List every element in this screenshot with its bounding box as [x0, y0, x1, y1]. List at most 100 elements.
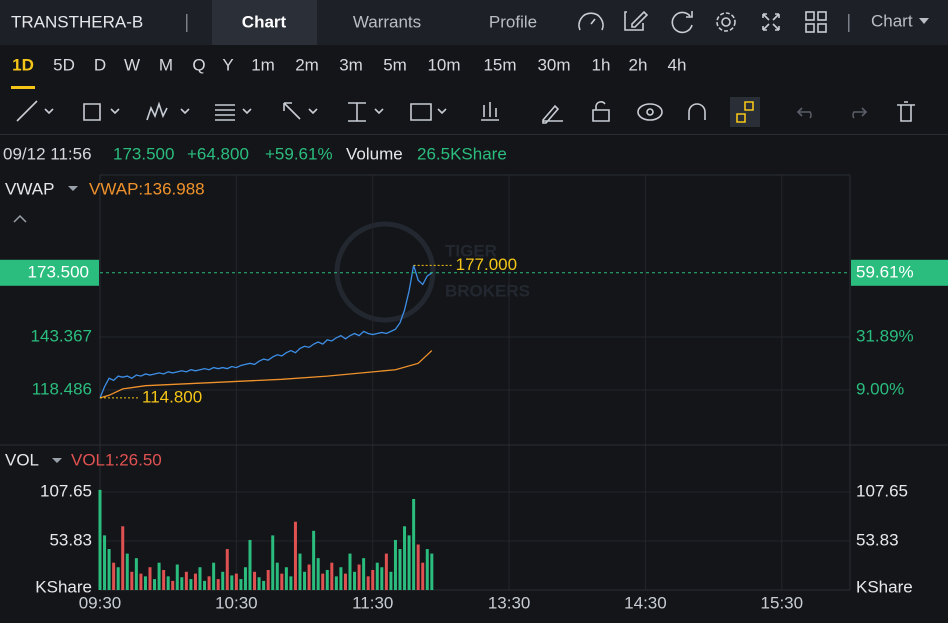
price-line: [99, 265, 433, 399]
volume-bar: [189, 579, 193, 590]
x-tick-label: 13:30: [488, 593, 531, 612]
volume-bar: [353, 571, 357, 590]
toolbar-icons[interactable]: [16, 10, 915, 124]
x-tick-label: 11:30: [352, 593, 393, 612]
timeframe[interactable]: 2h: [629, 55, 648, 74]
timeframe[interactable]: D: [94, 55, 106, 74]
volume-bar: [207, 576, 211, 590]
x-tick-label: 14:30: [624, 593, 667, 612]
dropdown-arrows[interactable]: [52, 186, 78, 463]
volume-bar: [130, 571, 134, 590]
timeframe[interactable]: Y: [222, 55, 233, 74]
y2-tick-label: 53.83: [856, 530, 899, 549]
timeframe[interactable]: 4h: [668, 55, 687, 74]
menu-arrow[interactable]: [919, 18, 929, 24]
volume-bar: [212, 562, 216, 590]
volume-bar: [112, 562, 116, 590]
timeframe[interactable]: 2m: [295, 55, 319, 74]
indicator-name: VOL: [5, 450, 39, 469]
volume-bar: [371, 569, 375, 590]
active-tab[interactable]: [212, 0, 317, 45]
divider: [0, 134, 948, 135]
volume-bar: [343, 573, 347, 590]
volume-bar: [121, 526, 125, 590]
volume-bar: [139, 573, 143, 590]
timeframe[interactable]: 15m: [483, 55, 516, 74]
annotation-label: 114.800: [142, 387, 202, 406]
volume-bar: [203, 580, 207, 590]
volume-bar: [221, 571, 225, 590]
volume-bar: [153, 579, 157, 590]
volume-bar: [280, 573, 284, 590]
timeframe[interactable]: Q: [192, 55, 205, 74]
volume-bar: [375, 562, 379, 590]
y2-tick-label: 9.00%: [856, 379, 904, 398]
volume-bar: [334, 576, 338, 590]
quote-change-pct: +59.61%: [265, 144, 333, 163]
volume-bar: [216, 579, 220, 590]
timeframe[interactable]: 1m: [251, 55, 275, 74]
volume-bar: [384, 553, 388, 590]
watermark-logo: [334, 221, 436, 323]
y-tick-label: 53.83: [49, 530, 92, 549]
tab[interactable]: Warrants: [353, 12, 421, 31]
volume-bar: [193, 573, 197, 590]
volume-bar: [162, 569, 166, 590]
link-icon[interactable]: [736, 101, 754, 123]
volume-bar: [116, 567, 120, 590]
timeframe[interactable]: M: [159, 55, 173, 74]
indicator-value: VOL1:26.50: [71, 450, 162, 469]
quote-time: 09/12 11:56: [3, 144, 92, 163]
timeframe[interactable]: 5D: [53, 55, 75, 74]
quote-volume: 26.5KShare: [417, 144, 507, 163]
volume-bar: [275, 562, 279, 590]
volume-bar: [348, 553, 352, 590]
volume-bar: [393, 539, 397, 590]
timeframe[interactable]: 10m: [427, 55, 460, 74]
unit-label: KShare: [35, 577, 92, 596]
volume-bar: [125, 553, 129, 590]
volume-bar: [325, 569, 329, 590]
volume-bar: [262, 580, 266, 590]
timeframe[interactable]: 5m: [383, 55, 407, 74]
volume-bar: [330, 562, 334, 590]
collapse-icon[interactable]: [13, 214, 27, 223]
separator: [848, 14, 850, 32]
y-tick-label: 107.65: [40, 481, 92, 500]
volume-bar: [248, 539, 252, 590]
volume-bar: [407, 535, 411, 590]
chart-menu[interactable]: Chart: [871, 11, 913, 30]
volume-bar: [148, 567, 152, 590]
volume-bar: [107, 549, 111, 590]
volume-bar: [357, 564, 361, 590]
volume-bar: [166, 576, 170, 590]
timeframe[interactable]: 3m: [339, 55, 363, 74]
unit-label: KShare: [856, 577, 913, 596]
timeframe[interactable]: 30m: [537, 55, 570, 74]
volume-bar: [425, 549, 429, 590]
timeframe[interactable]: 1D: [12, 55, 34, 74]
timeframe[interactable]: 1h: [592, 55, 611, 74]
volume-bar: [303, 571, 307, 590]
x-tick-label: 10:30: [215, 593, 258, 612]
timeframe-underline: [11, 86, 35, 89]
volume-bar: [421, 562, 425, 590]
volume-bar: [298, 553, 302, 590]
indicator-name: VWAP: [5, 179, 54, 198]
y2-tick-label: 31.89%: [856, 326, 914, 345]
timeframe[interactable]: W: [124, 55, 140, 74]
volume-bar: [225, 549, 229, 590]
volume-bar: [157, 562, 161, 590]
watermark: BROKERS: [445, 281, 530, 300]
y2-tick-label: 107.65: [856, 481, 908, 500]
volume-bar: [316, 558, 320, 590]
separator: [186, 14, 188, 32]
current-pct-box: [851, 259, 948, 286]
tab[interactable]: Chart: [242, 12, 287, 31]
symbol: TRANSTHERA-B: [11, 12, 143, 31]
volume-bar: [307, 564, 311, 590]
volume-bar: [312, 530, 316, 590]
watermark: TIGER: [445, 241, 497, 260]
tab[interactable]: Profile: [489, 12, 537, 31]
